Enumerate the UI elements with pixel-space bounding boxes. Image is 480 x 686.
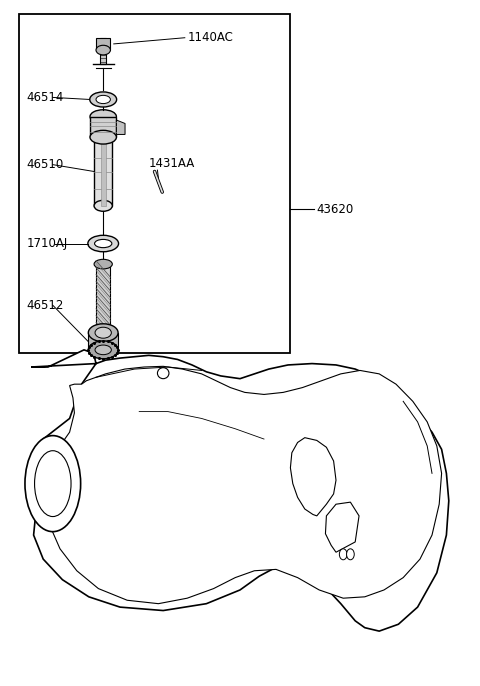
- Ellipse shape: [88, 235, 119, 252]
- Polygon shape: [116, 120, 125, 134]
- Text: 1710AJ: 1710AJ: [26, 237, 68, 250]
- Ellipse shape: [95, 345, 111, 355]
- Ellipse shape: [90, 110, 117, 123]
- Ellipse shape: [90, 92, 117, 107]
- Ellipse shape: [94, 200, 112, 211]
- Text: 1431AA: 1431AA: [149, 157, 195, 170]
- Bar: [88, 333, 118, 350]
- Bar: [100, 38, 106, 64]
- Ellipse shape: [88, 324, 118, 342]
- Bar: [90, 117, 117, 137]
- Ellipse shape: [90, 130, 117, 144]
- Ellipse shape: [96, 45, 110, 55]
- Bar: [96, 38, 110, 50]
- Bar: [19, 14, 290, 353]
- Ellipse shape: [88, 341, 118, 359]
- Ellipse shape: [94, 132, 112, 143]
- Ellipse shape: [157, 368, 169, 379]
- Polygon shape: [325, 502, 359, 552]
- Ellipse shape: [25, 436, 81, 532]
- Polygon shape: [290, 438, 336, 516]
- Bar: [101, 137, 106, 206]
- Ellipse shape: [95, 327, 111, 338]
- Ellipse shape: [35, 451, 71, 517]
- Text: 46512: 46512: [26, 299, 64, 311]
- Polygon shape: [29, 350, 449, 631]
- Circle shape: [339, 549, 347, 560]
- Ellipse shape: [94, 259, 112, 269]
- Text: 43620: 43620: [317, 203, 354, 215]
- Ellipse shape: [96, 95, 110, 104]
- Text: 46514: 46514: [26, 91, 64, 104]
- Text: 1140AC: 1140AC: [187, 32, 233, 44]
- Polygon shape: [46, 366, 442, 604]
- Ellipse shape: [95, 239, 112, 248]
- Bar: [96, 264, 110, 333]
- Circle shape: [347, 549, 354, 560]
- Text: 46510: 46510: [26, 158, 64, 171]
- Bar: [94, 137, 112, 206]
